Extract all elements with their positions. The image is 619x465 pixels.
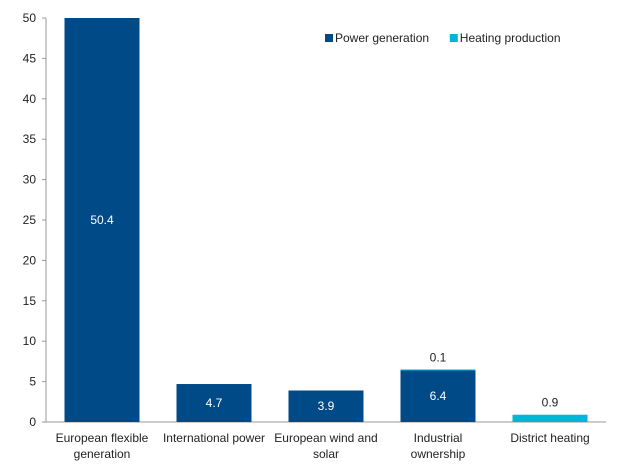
x-category-label: International power [163, 431, 265, 445]
y-axis-ticks: 0 5 10 15 20 25 30 35 40 45 50 [23, 11, 46, 429]
y-tick-label: 25 [23, 213, 37, 227]
y-tick-label: 0 [29, 415, 36, 429]
data-label: 0.9 [542, 396, 559, 410]
bar [400, 369, 476, 371]
x-category-label: ownership [411, 447, 466, 461]
y-tick-label: 45 [23, 51, 37, 65]
y-tick-label: 40 [23, 92, 37, 106]
y-tick-label: 10 [23, 334, 37, 348]
legend: Power generation Heating production [325, 31, 561, 45]
x-category-label: generation [74, 447, 131, 461]
plot-area: 0 5 10 15 20 25 30 35 40 45 50 50.4 4.7 3.9 6.4 0.1 0.9… [23, 11, 606, 461]
data-label: 0.1 [430, 350, 447, 364]
bars [64, 18, 588, 422]
data-label: 4.7 [206, 396, 223, 410]
legend-swatch [325, 34, 333, 42]
data-label: 6.4 [430, 389, 447, 403]
bar [400, 370, 476, 422]
legend-label: Heating production [460, 31, 561, 45]
x-category-label: Industrial [414, 431, 463, 445]
x-category-label: European flexible [56, 431, 149, 445]
x-category-label: District heating [510, 431, 589, 445]
y-tick-label: 30 [23, 173, 37, 187]
x-category-label: solar [313, 447, 339, 461]
bar [64, 18, 140, 422]
legend-swatch [449, 34, 458, 42]
data-label: 3.9 [318, 399, 335, 413]
data-labels: 50.4 4.7 3.9 6.4 0.1 0.9 [90, 213, 558, 413]
y-tick-label: 15 [23, 294, 37, 308]
bar [176, 384, 252, 422]
y-tick-label: 50 [23, 11, 37, 25]
bar [288, 390, 364, 422]
y-tick-label: 5 [29, 375, 36, 389]
x-axis-categories: European flexible generation International… [56, 431, 590, 461]
data-label: 50.4 [90, 213, 114, 227]
legend-label: Power generation [335, 31, 429, 45]
x-category-label: European wind and [274, 431, 377, 445]
bar [512, 414, 588, 422]
y-tick-label: 35 [23, 132, 37, 146]
y-tick-label: 20 [23, 253, 37, 267]
